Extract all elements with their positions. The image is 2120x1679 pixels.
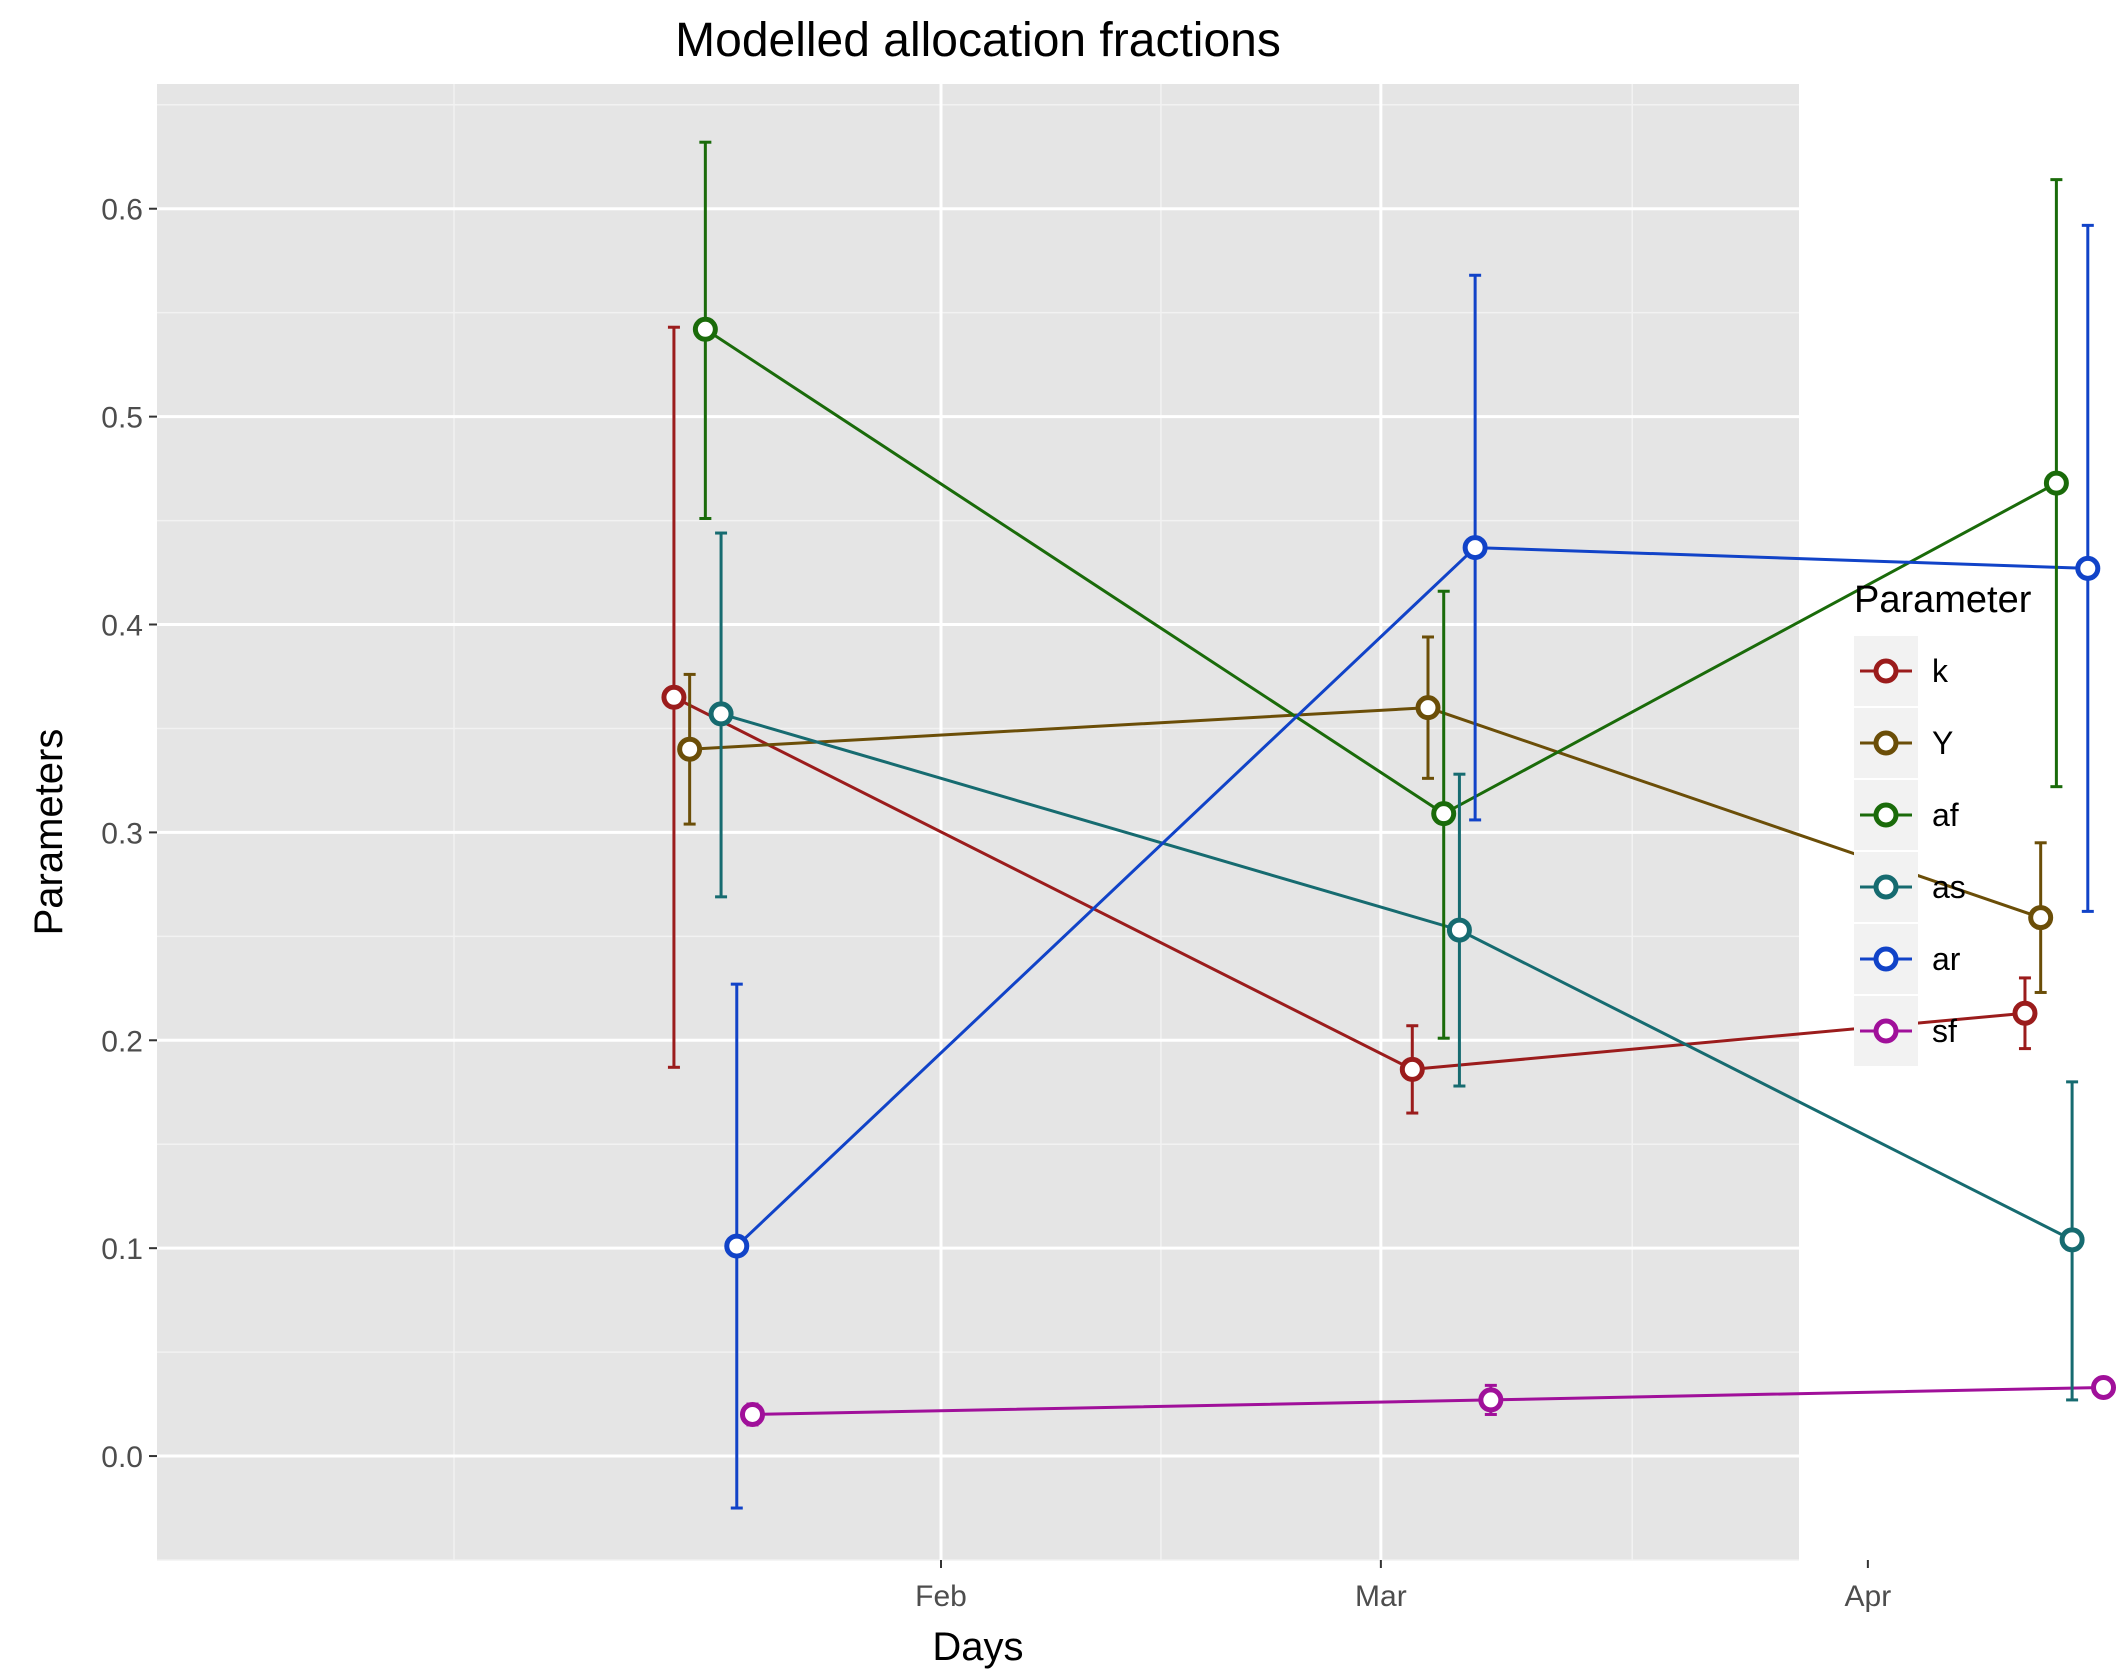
data-point-Y xyxy=(677,736,703,762)
data-point-af xyxy=(1431,801,1457,827)
data-point-k xyxy=(1399,1056,1425,1082)
data-point-af xyxy=(692,316,718,342)
legend-key-point-as xyxy=(1873,874,1899,900)
y-tick-label: 0.4 xyxy=(101,610,143,643)
data-point-ar xyxy=(2075,555,2101,581)
data-point-k xyxy=(2012,1000,2038,1026)
legend-label-k: k xyxy=(1932,653,1949,689)
data-point-ar xyxy=(724,1233,750,1259)
legend-label-af: af xyxy=(1932,797,1959,833)
x-axis-label: Days xyxy=(932,1625,1023,1669)
data-point-sf xyxy=(2091,1374,2117,1400)
legend-key-point-sf xyxy=(1873,1018,1899,1044)
data-point-k xyxy=(661,684,687,710)
x-tick-label: Apr xyxy=(1845,1580,1892,1613)
data-point-as xyxy=(2059,1227,2085,1253)
y-tick-label: 0.3 xyxy=(101,817,143,850)
legend-key-point-k xyxy=(1873,658,1899,684)
legend-key-point-Y xyxy=(1873,730,1899,756)
legend-label-ar: ar xyxy=(1932,941,1961,977)
chart-title: Modelled allocation fractions xyxy=(675,14,1281,67)
data-point-af xyxy=(2043,470,2069,496)
y-tick-label: 0.6 xyxy=(101,194,143,227)
y-tick-label: 0.2 xyxy=(101,1025,143,1058)
legend-label-sf: sf xyxy=(1932,1013,1957,1049)
legend-key-point-ar xyxy=(1873,946,1899,972)
data-point-as xyxy=(708,701,734,727)
y-tick-label: 0.0 xyxy=(101,1441,143,1474)
data-point-Y xyxy=(1415,695,1441,721)
y-tick-label: 0.1 xyxy=(101,1233,143,1266)
legend-key-point-af xyxy=(1873,802,1899,828)
data-point-as xyxy=(1446,917,1472,943)
legend-label-as: as xyxy=(1932,869,1966,905)
data-point-sf xyxy=(1478,1387,1504,1413)
data-point-ar xyxy=(1462,535,1488,561)
legend-title: Parameter xyxy=(1854,579,2032,621)
x-tick-label: Mar xyxy=(1355,1580,1407,1613)
y-tick-label: 0.5 xyxy=(101,402,143,435)
y-axis-label: Parameters xyxy=(27,729,71,936)
legend-label-Y: Y xyxy=(1932,725,1953,761)
data-point-Y xyxy=(2028,905,2054,931)
x-tick-label: Feb xyxy=(915,1580,967,1613)
plot-panel xyxy=(157,84,1799,1560)
data-point-sf xyxy=(739,1401,765,1427)
